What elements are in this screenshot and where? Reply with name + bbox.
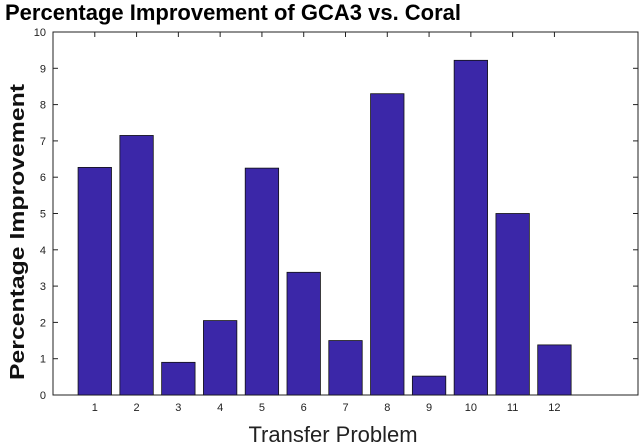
- y-tick-label: 8: [40, 100, 46, 112]
- x-tick-label: 9: [426, 402, 432, 414]
- bar-2: [119, 135, 154, 396]
- y-tick-label: 4: [40, 245, 46, 257]
- bar-3: [161, 361, 196, 396]
- bar-10: [453, 59, 488, 396]
- x-tick-label: 12: [548, 402, 560, 414]
- bar-1: [77, 166, 112, 396]
- x-tick-label: 1: [92, 402, 98, 414]
- y-tick-label: 2: [40, 317, 46, 329]
- x-tick-label: 8: [384, 402, 390, 414]
- y-tick-label: 3: [40, 281, 46, 293]
- x-tick-label: 4: [217, 402, 223, 414]
- bar-9: [411, 375, 447, 396]
- x-tick-label: 3: [175, 402, 181, 414]
- x-tick-label: 11: [507, 402, 518, 414]
- bar-4: [203, 320, 238, 396]
- x-tick-label: 6: [301, 402, 307, 414]
- bar-12: [537, 344, 572, 396]
- x-tick-label: 5: [259, 402, 265, 414]
- bar-7: [328, 340, 363, 396]
- x-axis-label: Transfer Problem: [248, 422, 417, 446]
- x-tick-label: 7: [342, 402, 348, 414]
- bar-8: [370, 93, 405, 396]
- bar-5: [244, 167, 280, 396]
- bars: [77, 59, 572, 396]
- x-tick-label: 10: [465, 402, 477, 414]
- x-tick-label: 2: [134, 402, 140, 414]
- y-tick-label: 1: [40, 354, 46, 366]
- y-axis-label: Percentage Improvement: [7, 84, 29, 380]
- y-tick-label: 9: [40, 63, 46, 75]
- x-axis: 1 2 3 4 5 6 7 8 9 10 11 12: [92, 32, 561, 414]
- y-tick-label: 6: [40, 172, 46, 184]
- y-axis: 0 1 2 3 4 5 6 7 8 9 10: [34, 27, 638, 402]
- y-tick-label: 10: [34, 27, 46, 39]
- y-tick-label: 0: [40, 390, 46, 402]
- y-tick-label: 7: [40, 136, 46, 148]
- chart-title: Percentage Improvement of GCA3 vs. Coral: [5, 0, 461, 25]
- y-tick-label: 5: [40, 209, 46, 221]
- bar-11: [495, 213, 530, 396]
- bar-6: [286, 271, 321, 396]
